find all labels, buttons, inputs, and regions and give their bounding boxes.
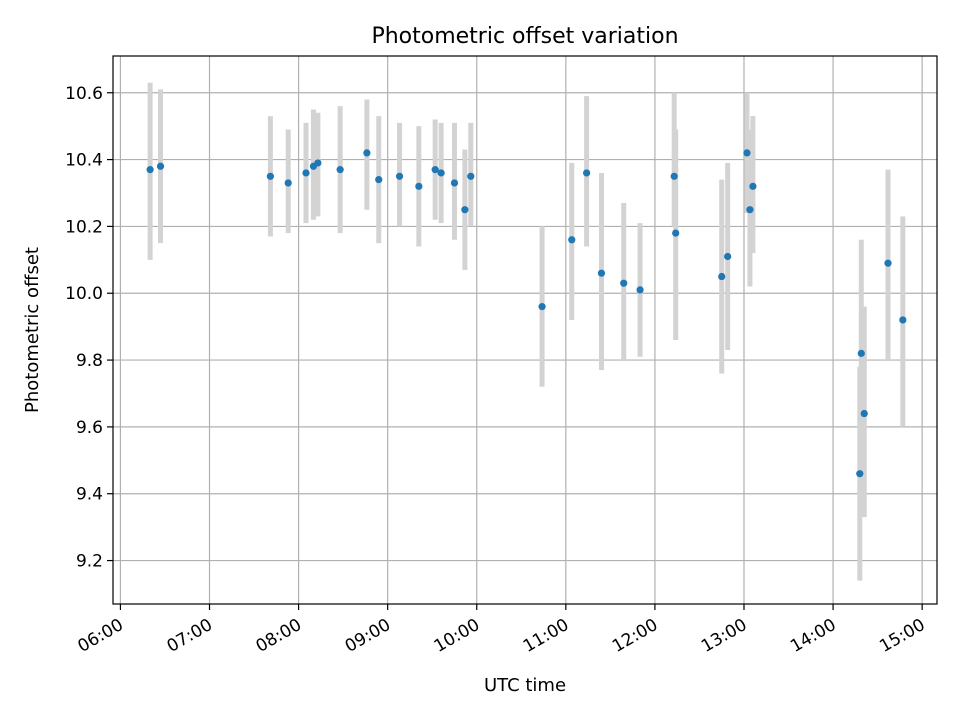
data-point — [568, 236, 576, 244]
plot-frame — [112, 55, 938, 605]
y-axis-ticks: 9.2 9.4 9.6 9.8 10.0 10.2 10.4 10.6 — [65, 84, 113, 572]
data-point — [467, 172, 475, 180]
data-points — [146, 149, 907, 478]
data-point — [746, 206, 754, 214]
y-tick-label: 9.4 — [76, 485, 103, 505]
data-point — [860, 409, 868, 418]
data-point — [583, 169, 591, 177]
data-point — [672, 229, 680, 237]
data-point — [670, 172, 678, 180]
data-point — [146, 166, 154, 174]
data-point — [375, 176, 383, 184]
x-axis-label: UTC time — [484, 675, 566, 696]
y-tick-label: 10.0 — [65, 284, 103, 304]
data-point — [899, 316, 907, 324]
data-point — [620, 279, 628, 287]
y-tick-label: 10.6 — [65, 84, 103, 104]
data-point — [724, 252, 732, 261]
data-point — [743, 149, 751, 157]
data-point — [857, 349, 865, 357]
grid-lines — [113, 56, 937, 604]
data-point — [284, 179, 292, 187]
data-point — [415, 182, 423, 190]
data-point — [363, 149, 371, 157]
data-point — [437, 169, 445, 177]
data-point — [597, 269, 606, 277]
data-point — [314, 159, 322, 167]
chart-title: Photometric offset variation — [371, 24, 678, 49]
data-point — [538, 303, 546, 311]
data-point — [461, 206, 469, 214]
data-point — [431, 166, 439, 174]
data-point — [749, 182, 757, 190]
data-point — [636, 286, 644, 294]
data-point — [156, 162, 165, 170]
data-point — [302, 169, 310, 177]
y-tick-label: 10.2 — [65, 217, 103, 237]
y-tick-label: 9.8 — [76, 351, 103, 371]
data-point — [884, 259, 892, 267]
data-point — [718, 272, 726, 281]
data-point — [395, 172, 404, 180]
data-point — [266, 172, 274, 180]
data-point — [336, 166, 344, 174]
y-tick-label: 10.4 — [65, 151, 103, 171]
data-point — [856, 470, 864, 478]
y-tick-label: 9.6 — [76, 418, 103, 438]
data-point — [450, 179, 459, 187]
y-axis-label: Photometric offset — [22, 247, 43, 413]
y-tick-label: 9.2 — [76, 552, 103, 572]
